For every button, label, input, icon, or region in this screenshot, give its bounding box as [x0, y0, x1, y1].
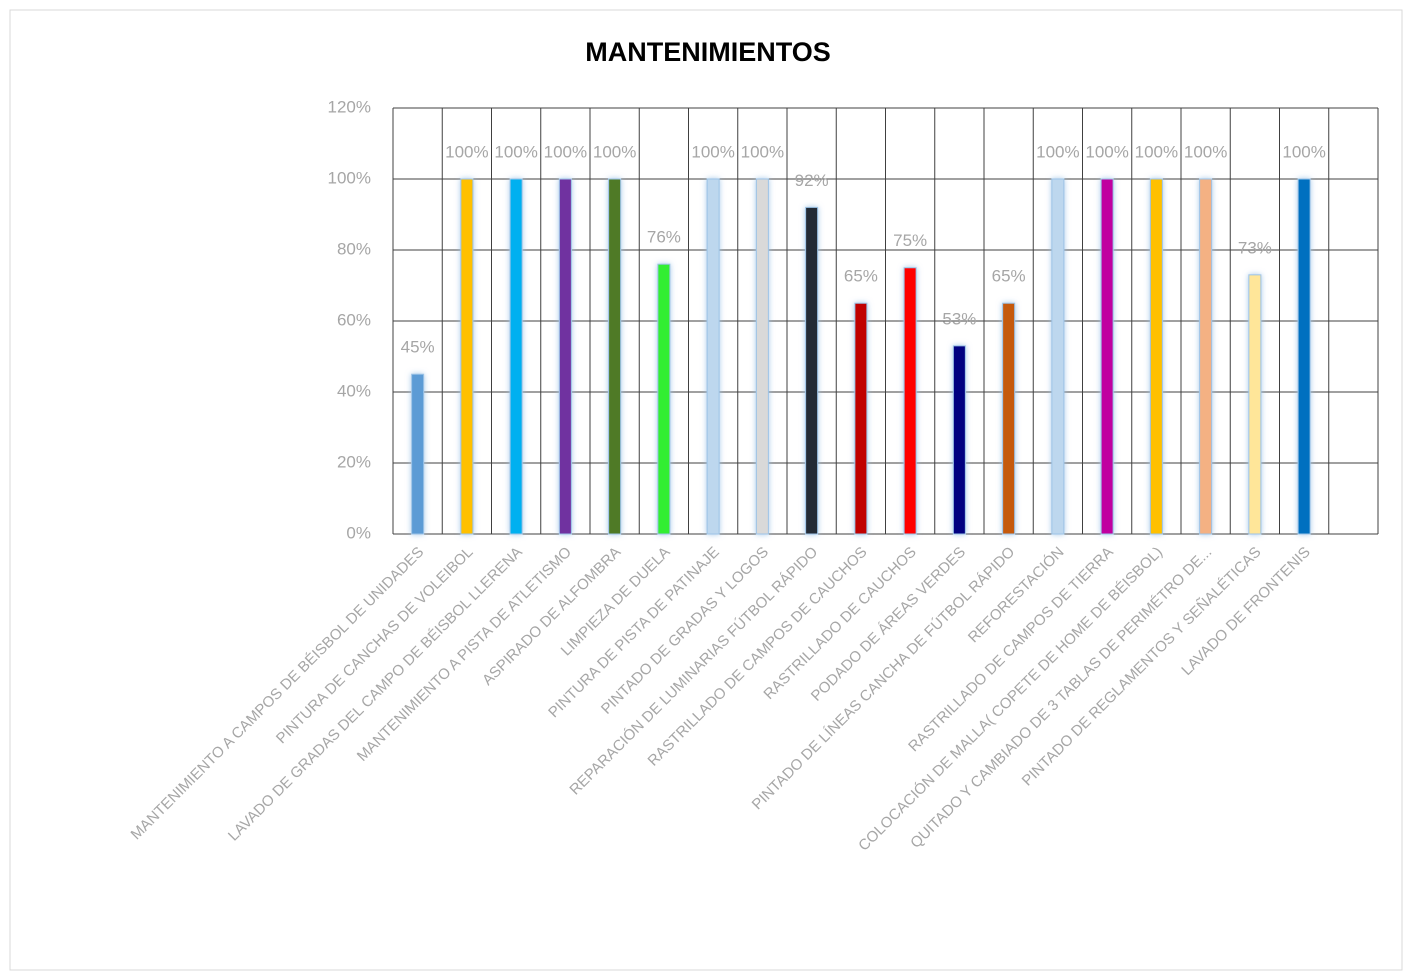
value-label: 100%: [544, 142, 587, 161]
bar: [755, 178, 769, 535]
bar: [1248, 274, 1262, 535]
bar: [509, 178, 523, 535]
bar: [903, 267, 917, 535]
y-tick-label: 100%: [328, 168, 371, 187]
bar: [1051, 178, 1065, 535]
value-label: 100%: [1085, 142, 1128, 161]
value-label: 45%: [401, 338, 435, 357]
value-label: 100%: [691, 142, 734, 161]
chart-title: MANTENIMIENTOS: [585, 37, 831, 67]
value-label: 92%: [795, 171, 829, 190]
y-tick-label: 20%: [337, 452, 371, 471]
value-label: 100%: [1036, 142, 1079, 161]
value-label: 100%: [445, 142, 488, 161]
bar: [608, 178, 622, 535]
bar: [558, 178, 572, 535]
value-label: 100%: [1282, 142, 1325, 161]
y-tick-label: 60%: [337, 310, 371, 329]
value-label: 73%: [1238, 238, 1272, 257]
y-tick-label: 120%: [328, 97, 371, 116]
value-label: 53%: [942, 309, 976, 328]
bar: [1002, 302, 1016, 535]
y-tick-label: 80%: [337, 239, 371, 258]
bar: [1297, 178, 1311, 535]
value-label: 100%: [1184, 142, 1227, 161]
value-label: 100%: [1135, 142, 1178, 161]
chart-border: [9, 9, 1403, 971]
value-label: 75%: [893, 231, 927, 250]
bar: [952, 345, 966, 535]
bar: [657, 263, 671, 535]
bar: [1100, 178, 1114, 535]
value-label: 76%: [647, 228, 681, 247]
bar: [1149, 178, 1163, 535]
bar: [1199, 178, 1213, 535]
value-label: 65%: [844, 267, 878, 286]
value-label: 100%: [494, 142, 537, 161]
value-label: 100%: [593, 142, 636, 161]
bar: [460, 178, 474, 535]
bar: [706, 178, 720, 535]
y-tick-label: 40%: [337, 381, 371, 400]
bar: [411, 373, 425, 535]
bar: [805, 206, 819, 535]
y-tick-label: 0%: [346, 523, 371, 542]
bar: [854, 302, 868, 535]
value-label: 100%: [741, 142, 784, 161]
value-label: 65%: [992, 267, 1026, 286]
